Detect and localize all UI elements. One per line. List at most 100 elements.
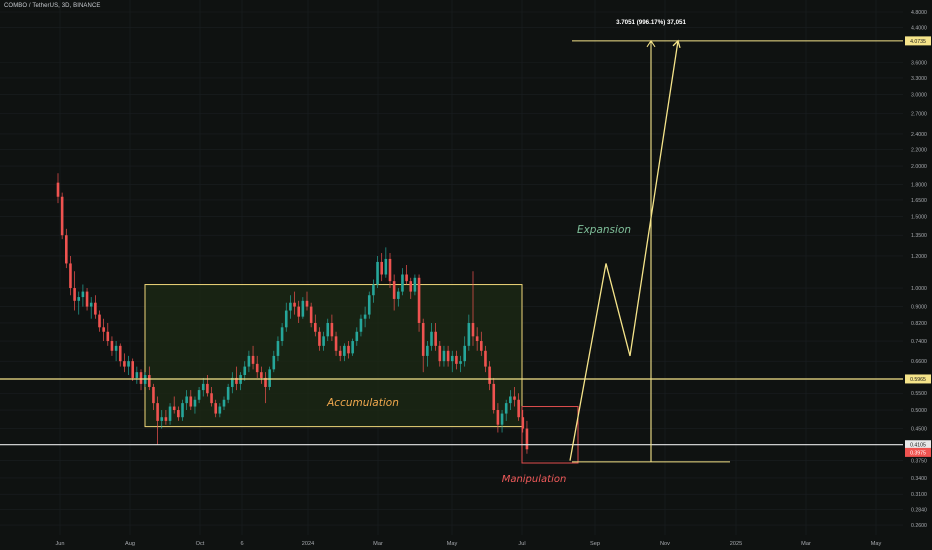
candle-body[interactable] (164, 417, 168, 421)
candle-body[interactable] (480, 341, 483, 351)
candle-body[interactable] (314, 322, 317, 332)
candle-body[interactable] (156, 403, 159, 421)
candle-body[interactable] (81, 291, 85, 298)
candle-body[interactable] (463, 345, 466, 362)
price-axis[interactable]: 4.8000 4.4000 3.6000 3.3000 3.0000 2.7000 2.40… (905, 10, 931, 529)
candle-body[interactable] (177, 410, 180, 418)
candle-body[interactable] (372, 284, 375, 296)
candle-body[interactable] (330, 322, 334, 337)
candle-body[interactable] (438, 345, 442, 362)
candle-body[interactable] (525, 428, 529, 450)
candle-body[interactable] (106, 331, 110, 342)
candle-body[interactable] (367, 295, 371, 315)
candle-body[interactable] (218, 406, 222, 414)
candle-body[interactable] (280, 327, 284, 342)
price-label-box[interactable] (905, 374, 931, 384)
candle-body[interactable] (135, 372, 139, 378)
candle-body[interactable] (272, 355, 276, 370)
candle-body[interactable] (172, 406, 176, 411)
candle-body[interactable] (517, 399, 520, 418)
candle-body[interactable] (289, 302, 292, 311)
candle-body[interactable] (471, 322, 475, 337)
candle-body[interactable] (413, 277, 417, 292)
candle-body[interactable] (492, 383, 496, 411)
candle-body[interactable] (222, 399, 226, 407)
symbol-title[interactable]: COMBO / TetherUS, 3D, BINANCE (4, 3, 101, 9)
candle-body[interactable] (475, 336, 479, 342)
candle-body[interactable] (500, 413, 504, 425)
candle-body[interactable] (355, 331, 359, 342)
candle-body[interactable] (131, 361, 134, 378)
candle-body[interactable] (376, 261, 379, 285)
candle-body[interactable] (214, 403, 217, 414)
candle-body[interactable] (409, 281, 413, 292)
candle-body[interactable] (98, 314, 101, 328)
candle-body[interactable] (284, 310, 288, 328)
price-label-box[interactable] (905, 447, 931, 457)
candle-body[interactable] (139, 372, 143, 384)
candle-body[interactable] (442, 350, 446, 362)
candle-body[interactable] (392, 281, 396, 299)
candle-body[interactable] (197, 390, 201, 400)
candle-body[interactable] (69, 263, 72, 289)
candle-body[interactable] (123, 361, 126, 367)
candle-body[interactable] (293, 302, 296, 307)
candle-body[interactable] (338, 350, 342, 356)
candle-body[interactable] (397, 291, 400, 299)
candle-body[interactable] (181, 403, 184, 418)
candle-body[interactable] (210, 393, 213, 404)
candle-body[interactable] (226, 386, 230, 400)
candle-body[interactable] (426, 345, 429, 356)
candle-body[interactable] (193, 399, 197, 407)
candle-body[interactable] (450, 355, 454, 362)
candle-body[interactable] (504, 403, 508, 414)
candle-body[interactable] (347, 345, 350, 354)
candle-body[interactable] (231, 377, 234, 387)
candle-body[interactable] (89, 302, 93, 307)
candle-body[interactable] (484, 350, 487, 367)
candle-body[interactable] (102, 327, 105, 332)
candle-body[interactable] (118, 345, 122, 362)
candle-body[interactable] (65, 235, 68, 264)
candle-body[interactable] (247, 355, 251, 367)
candle-body[interactable] (168, 406, 172, 421)
candle-body[interactable] (127, 361, 130, 367)
candle-body[interactable] (297, 306, 300, 317)
candle-body[interactable] (455, 355, 458, 364)
candle-body[interactable] (351, 341, 354, 354)
candle-body[interactable] (343, 345, 346, 356)
candle-body[interactable] (388, 258, 392, 282)
candle-body[interactable] (260, 372, 263, 378)
candle-body[interactable] (326, 322, 330, 337)
candle-body[interactable] (243, 366, 247, 376)
candle-body[interactable] (268, 369, 271, 387)
candle-body[interactable] (305, 300, 309, 307)
candle-body[interactable] (309, 306, 313, 323)
candle-body[interactable] (185, 396, 188, 404)
candle-body[interactable] (276, 341, 280, 356)
candle-body[interactable] (509, 396, 512, 404)
candle-body[interactable] (459, 361, 462, 364)
candle-body[interactable] (488, 366, 491, 384)
candle-body[interactable] (110, 341, 114, 351)
candle-body[interactable] (384, 258, 388, 275)
candle-body[interactable] (421, 322, 425, 356)
candle-body[interactable] (496, 410, 500, 425)
candle-body[interactable] (114, 345, 118, 351)
candle-body[interactable] (380, 261, 383, 275)
candle-body[interactable] (318, 331, 321, 346)
candle-body[interactable] (417, 277, 421, 323)
candle-body[interactable] (235, 377, 238, 384)
price-label-box[interactable] (905, 36, 931, 46)
candle-body[interactable] (73, 288, 76, 301)
candle-body[interactable] (152, 386, 155, 404)
candles[interactable] (56, 173, 529, 454)
candle-body[interactable] (467, 322, 471, 346)
candle-body[interactable] (160, 417, 164, 421)
candle-body[interactable] (201, 383, 205, 391)
candle-body[interactable] (521, 417, 525, 429)
candle-body[interactable] (206, 383, 209, 394)
candle-body[interactable] (322, 336, 325, 346)
candle-body[interactable] (56, 182, 60, 197)
